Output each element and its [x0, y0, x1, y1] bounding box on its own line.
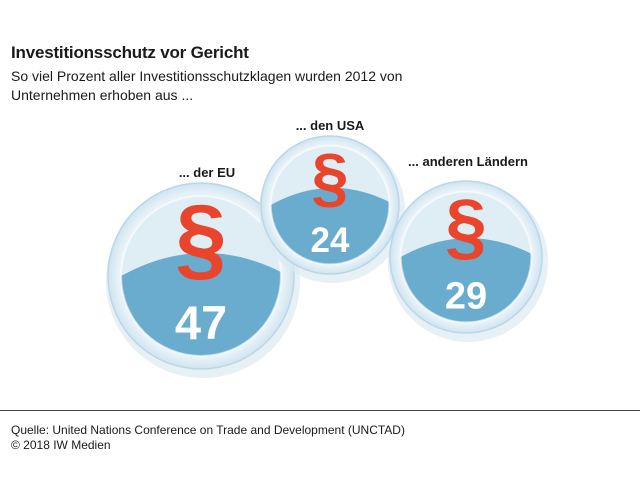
category-label: ... den USA	[296, 118, 365, 133]
category-label: ... anderen Ländern	[408, 154, 528, 169]
value-label: 24	[311, 221, 350, 260]
copyright-note: © 2018 IW Medien	[11, 438, 111, 452]
category-label: ... der EU	[179, 165, 235, 180]
chart-subtitle: So viel Prozent aller Investitionsschutz…	[11, 68, 403, 103]
value-label: 47	[175, 296, 227, 349]
value-label: 29	[445, 276, 487, 318]
bubble-chart: § 47 ... der EU § 24 ... den USA § 29 ... andere…	[106, 118, 548, 378]
bubble-2: § 24	[259, 135, 405, 283]
paragraph-symbol-icon: §	[311, 140, 348, 215]
source-note: Quelle: United Nations Conference on Tra…	[11, 423, 405, 437]
footer: Quelle: United Nations Conference on Tra…	[0, 410, 640, 453]
paragraph-symbol-icon: §	[445, 184, 487, 268]
chart-title: Investitionsschutz vor Gericht	[11, 43, 249, 62]
paragraph-symbol-icon: §	[175, 185, 227, 289]
bubble-3: § 29	[388, 180, 548, 342]
bubble-1: § 47	[106, 182, 300, 378]
